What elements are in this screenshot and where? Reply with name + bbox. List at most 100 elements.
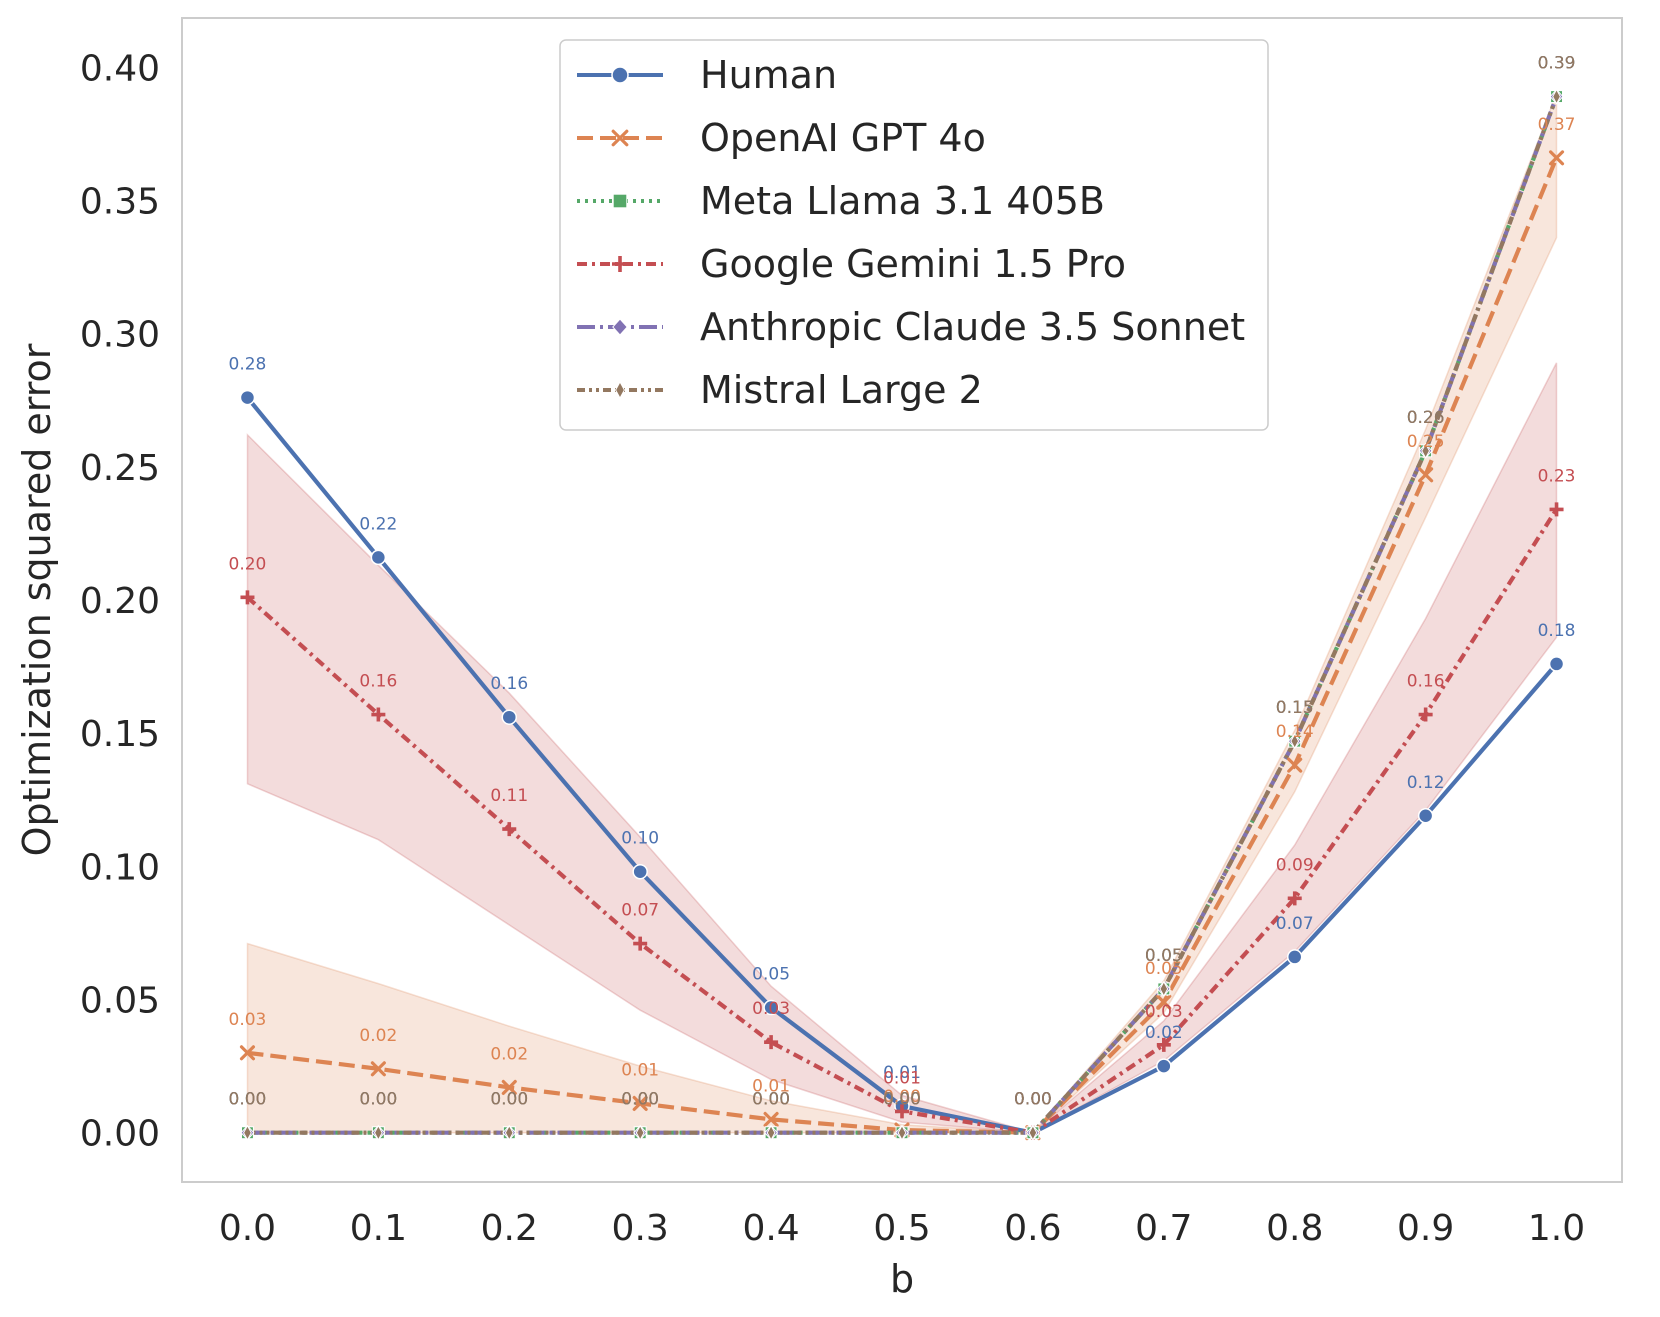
data-label-human-0: 0.28 bbox=[229, 355, 267, 375]
data-label-openai-gpt-4o-10: 0.37 bbox=[1538, 115, 1576, 135]
y-tick-label-7: 0.35 bbox=[80, 181, 160, 222]
data-label-google-gemini-1-5-pro-5: 0.01 bbox=[883, 1068, 921, 1088]
data-label-mistral-large-2-9: 0.26 bbox=[1407, 408, 1445, 428]
point-mistral-large-2-8 bbox=[1290, 733, 1300, 750]
data-label-google-gemini-1-5-pro-8: 0.09 bbox=[1276, 855, 1314, 875]
point-mistral-large-2-3 bbox=[635, 1124, 645, 1141]
data-label-human-10: 0.18 bbox=[1538, 621, 1576, 641]
data-label-human-1: 0.22 bbox=[359, 514, 397, 534]
y-tick-label-3: 0.15 bbox=[80, 714, 160, 755]
x-tick-label-9: 0.9 bbox=[1397, 1208, 1454, 1249]
point-mistral-large-2-1 bbox=[373, 1124, 383, 1141]
data-label-human-3: 0.10 bbox=[621, 829, 659, 849]
legend-label-anthropic-claude-3-5-sonnet: Anthropic Claude 3.5 Sonnet bbox=[700, 305, 1245, 349]
data-label-mistral-large-2-10: 0.39 bbox=[1538, 54, 1576, 74]
point-openai-gpt-4o-4 bbox=[763, 1111, 779, 1127]
point-human-0 bbox=[239, 389, 256, 406]
point-mistral-large-2-4 bbox=[766, 1124, 776, 1141]
x-axis-label: b bbox=[890, 1257, 914, 1301]
point-human-8 bbox=[1286, 949, 1303, 965]
x-tick-label-10: 1.0 bbox=[1528, 1208, 1585, 1249]
legend: Human OpenAI GPT 4o Meta Llama 3.1 405B Goo… bbox=[559, 39, 1269, 431]
data-label-meta-llama-3-1-405b-5: 0.00 bbox=[883, 1090, 921, 1110]
data-label-openai-gpt-4o-7: 0.05 bbox=[1145, 959, 1183, 979]
point-openai-gpt-4o-0 bbox=[239, 1045, 256, 1061]
y-tick-label-2: 0.10 bbox=[80, 847, 160, 888]
point-google-gemini-1-5-pro-1 bbox=[371, 707, 386, 722]
point-google-gemini-1-5-pro-9 bbox=[1418, 707, 1433, 722]
data-label-openai-gpt-4o-2: 0.02 bbox=[490, 1044, 528, 1064]
legend-label-mistral-large-2: Mistral Large 2 bbox=[700, 368, 983, 412]
data-label-anthropic-claude-3-5-sonnet-8: 0.15 bbox=[1276, 698, 1314, 718]
point-openai-gpt-4o-9 bbox=[1418, 467, 1434, 483]
data-label-human-2: 0.16 bbox=[490, 674, 528, 694]
band-google-gemini-1-5-pro bbox=[246, 362, 1558, 1134]
x-tick-label-7: 0.7 bbox=[1135, 1208, 1192, 1249]
data-label-anthropic-claude-3-5-sonnet-4: 0.00 bbox=[752, 1090, 790, 1110]
data-label-mistral-large-2-4: 0.00 bbox=[752, 1090, 790, 1110]
x-tick-label-4: 0.4 bbox=[742, 1208, 799, 1249]
data-label-anthropic-claude-3-5-sonnet-0: 0.00 bbox=[229, 1090, 267, 1110]
data-label-anthropic-claude-3-5-sonnet-3: 0.00 bbox=[621, 1090, 659, 1110]
data-label-anthropic-claude-3-5-sonnet-10: 0.39 bbox=[1538, 54, 1576, 74]
data-label-meta-llama-3-1-405b-6: 0.00 bbox=[1014, 1090, 1052, 1110]
point-google-gemini-1-5-pro-4 bbox=[764, 1035, 779, 1050]
data-label-anthropic-claude-3-5-sonnet-9: 0.26 bbox=[1407, 408, 1445, 428]
data-label-human-8: 0.07 bbox=[1276, 914, 1314, 934]
y-tick-label-5: 0.25 bbox=[80, 448, 160, 489]
point-human-2 bbox=[501, 709, 518, 725]
x-tick-label-8: 0.8 bbox=[1266, 1208, 1323, 1249]
y-axis-label: Optimization squared error bbox=[15, 343, 59, 856]
data-label-openai-gpt-4o-3: 0.01 bbox=[621, 1060, 659, 1080]
data-label-openai-gpt-4o-0: 0.03 bbox=[229, 1010, 267, 1030]
data-label-human-9: 0.12 bbox=[1407, 773, 1445, 793]
data-label-mistral-large-2-1: 0.00 bbox=[359, 1090, 397, 1110]
data-label-openai-gpt-4o-4: 0.01 bbox=[752, 1076, 790, 1096]
data-label-openai-gpt-4o-6: 0.00 bbox=[1014, 1090, 1052, 1110]
data-labels: 0.280.220.160.100.050.010.000.020.070.12… bbox=[229, 54, 1576, 1110]
legend-marker-google-gemini-1-5-pro bbox=[612, 256, 628, 272]
data-label-google-gemini-1-5-pro-4: 0.03 bbox=[752, 999, 790, 1019]
series-markers bbox=[239, 88, 1565, 1141]
x-tick-label-5: 0.5 bbox=[873, 1208, 930, 1249]
point-google-gemini-1-5-pro-7 bbox=[1156, 1037, 1171, 1052]
point-google-gemini-1-5-pro-8 bbox=[1287, 891, 1302, 906]
data-label-meta-llama-3-1-405b-10: 0.39 bbox=[1538, 54, 1576, 74]
data-label-google-gemini-1-5-pro-2: 0.11 bbox=[490, 786, 528, 806]
point-human-1 bbox=[370, 549, 387, 566]
data-label-mistral-large-2-3: 0.00 bbox=[621, 1090, 659, 1110]
data-label-meta-llama-3-1-405b-8: 0.15 bbox=[1276, 698, 1314, 718]
data-label-meta-llama-3-1-405b-3: 0.00 bbox=[621, 1090, 659, 1110]
point-mistral-large-2-2 bbox=[504, 1124, 514, 1141]
point-mistral-large-2-0 bbox=[243, 1124, 252, 1141]
point-openai-gpt-4o-2 bbox=[501, 1079, 517, 1095]
point-google-gemini-1-5-pro-10 bbox=[1549, 502, 1564, 517]
point-openai-gpt-4o-3 bbox=[632, 1095, 648, 1111]
y-tick-label-8: 0.40 bbox=[80, 48, 160, 89]
y-tick-label-1: 0.05 bbox=[80, 981, 160, 1022]
x-tick-label-0: 0.0 bbox=[219, 1208, 276, 1249]
data-label-human-4: 0.05 bbox=[752, 965, 790, 985]
point-openai-gpt-4o-10 bbox=[1549, 150, 1565, 166]
y-tick-label-4: 0.20 bbox=[80, 581, 160, 622]
data-label-meta-llama-3-1-405b-4: 0.00 bbox=[752, 1090, 790, 1110]
data-label-google-gemini-1-5-pro-10: 0.23 bbox=[1538, 466, 1576, 486]
data-label-anthropic-claude-3-5-sonnet-6: 0.00 bbox=[1014, 1090, 1052, 1110]
plot-area-frame bbox=[181, 17, 1623, 1183]
point-google-gemini-1-5-pro-0 bbox=[240, 590, 255, 605]
legend-marker-mistral-large-2 bbox=[615, 380, 625, 400]
data-label-openai-gpt-4o-1: 0.02 bbox=[359, 1026, 397, 1046]
data-label-meta-llama-3-1-405b-2: 0.00 bbox=[490, 1090, 528, 1110]
legend-label-openai-gpt-4o: OpenAI GPT 4o bbox=[700, 116, 986, 160]
x-tick-label-3: 0.3 bbox=[612, 1208, 669, 1249]
point-mistral-large-2-7 bbox=[1159, 980, 1169, 997]
point-human-10 bbox=[1548, 656, 1565, 672]
point-human-4 bbox=[763, 999, 779, 1016]
y-tick-label-6: 0.30 bbox=[80, 315, 160, 356]
legend-label-google-gemini-1-5-pro: Google Gemini 1.5 Pro bbox=[700, 242, 1126, 286]
data-label-anthropic-claude-3-5-sonnet-7: 0.05 bbox=[1145, 946, 1183, 966]
point-human-9 bbox=[1417, 808, 1434, 824]
data-label-google-gemini-1-5-pro-0: 0.20 bbox=[229, 554, 267, 574]
point-mistral-large-2-10 bbox=[1552, 88, 1561, 105]
point-openai-gpt-4o-1 bbox=[370, 1061, 386, 1077]
